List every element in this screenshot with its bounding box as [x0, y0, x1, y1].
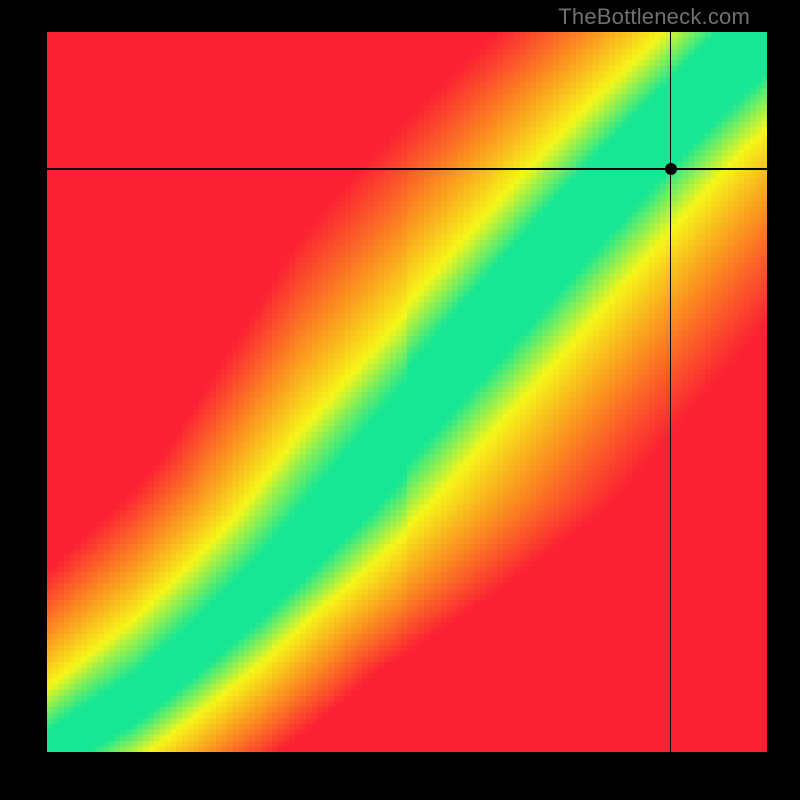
- crosshair-vertical: [670, 32, 672, 752]
- heatmap-plot-area: [47, 32, 767, 752]
- watermark-text: TheBottleneck.com: [558, 4, 750, 30]
- crosshair-horizontal: [47, 168, 767, 170]
- selection-marker: [665, 163, 677, 175]
- heatmap-canvas: [47, 32, 767, 752]
- chart-stage: TheBottleneck.com: [0, 0, 800, 800]
